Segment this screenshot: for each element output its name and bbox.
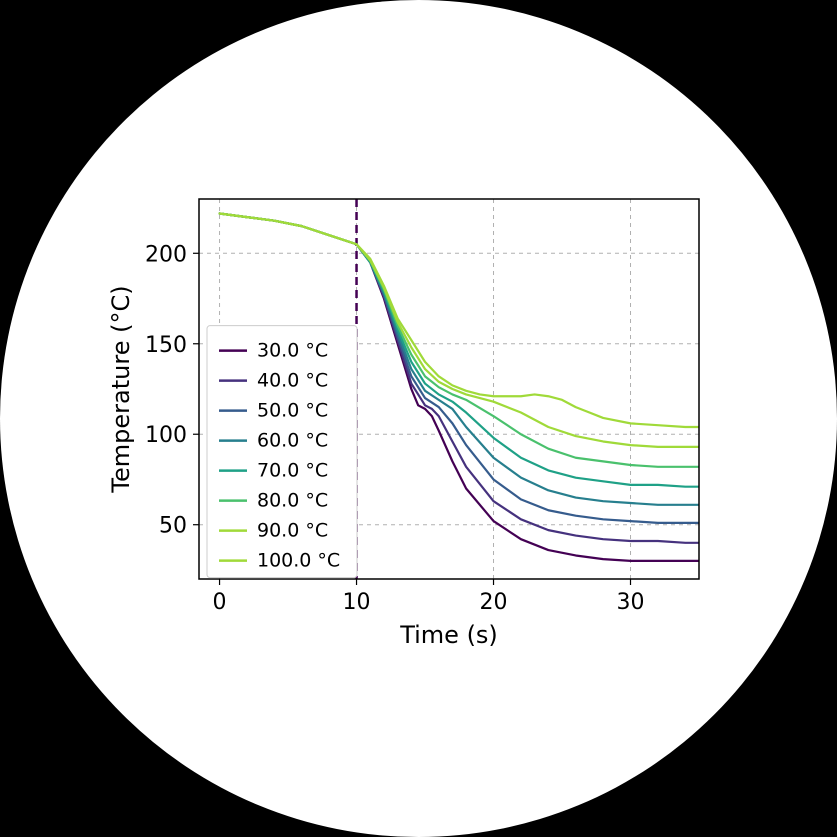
chart-container: 0 10 20 30 50 100 150 200 Time (s) Temperature (°…: [99, 169, 739, 669]
ytick-label: 150: [145, 332, 187, 357]
temperature-line-chart: 0 10 20 30 50 100 150 200 Time (s) Temperature (°…: [99, 169, 739, 669]
legend-item-label: 100.0 °C: [257, 549, 340, 571]
legend-item-label: 90.0 °C: [257, 519, 328, 541]
legend-item-label: 60.0 °C: [257, 429, 328, 451]
y-axis-label: Temperature (°C): [107, 285, 135, 493]
x-axis-label: Time (s): [399, 621, 498, 649]
xtick-label: 10: [342, 590, 370, 615]
ytick-label: 100: [145, 423, 187, 448]
xtick-label: 0: [212, 590, 226, 615]
legend-item-label: 50.0 °C: [257, 399, 328, 421]
ytick-label: 50: [159, 513, 187, 538]
xtick-label: 20: [479, 590, 507, 615]
circular-mask: 0 10 20 30 50 100 150 200 Time (s) Temperature (°…: [0, 0, 837, 837]
legend-item-label: 40.0 °C: [257, 369, 328, 391]
ytick-label: 200: [145, 242, 187, 267]
legend-item-label: 80.0 °C: [257, 489, 328, 511]
legend: 30.0 °C 40.0 °C 50.0 °C 60.0 °C 70.0 °C 80.0 …: [207, 325, 357, 577]
legend-item-label: 30.0 °C: [257, 339, 328, 361]
legend-item-label: 70.0 °C: [257, 459, 328, 481]
xtick-label: 30: [616, 590, 644, 615]
